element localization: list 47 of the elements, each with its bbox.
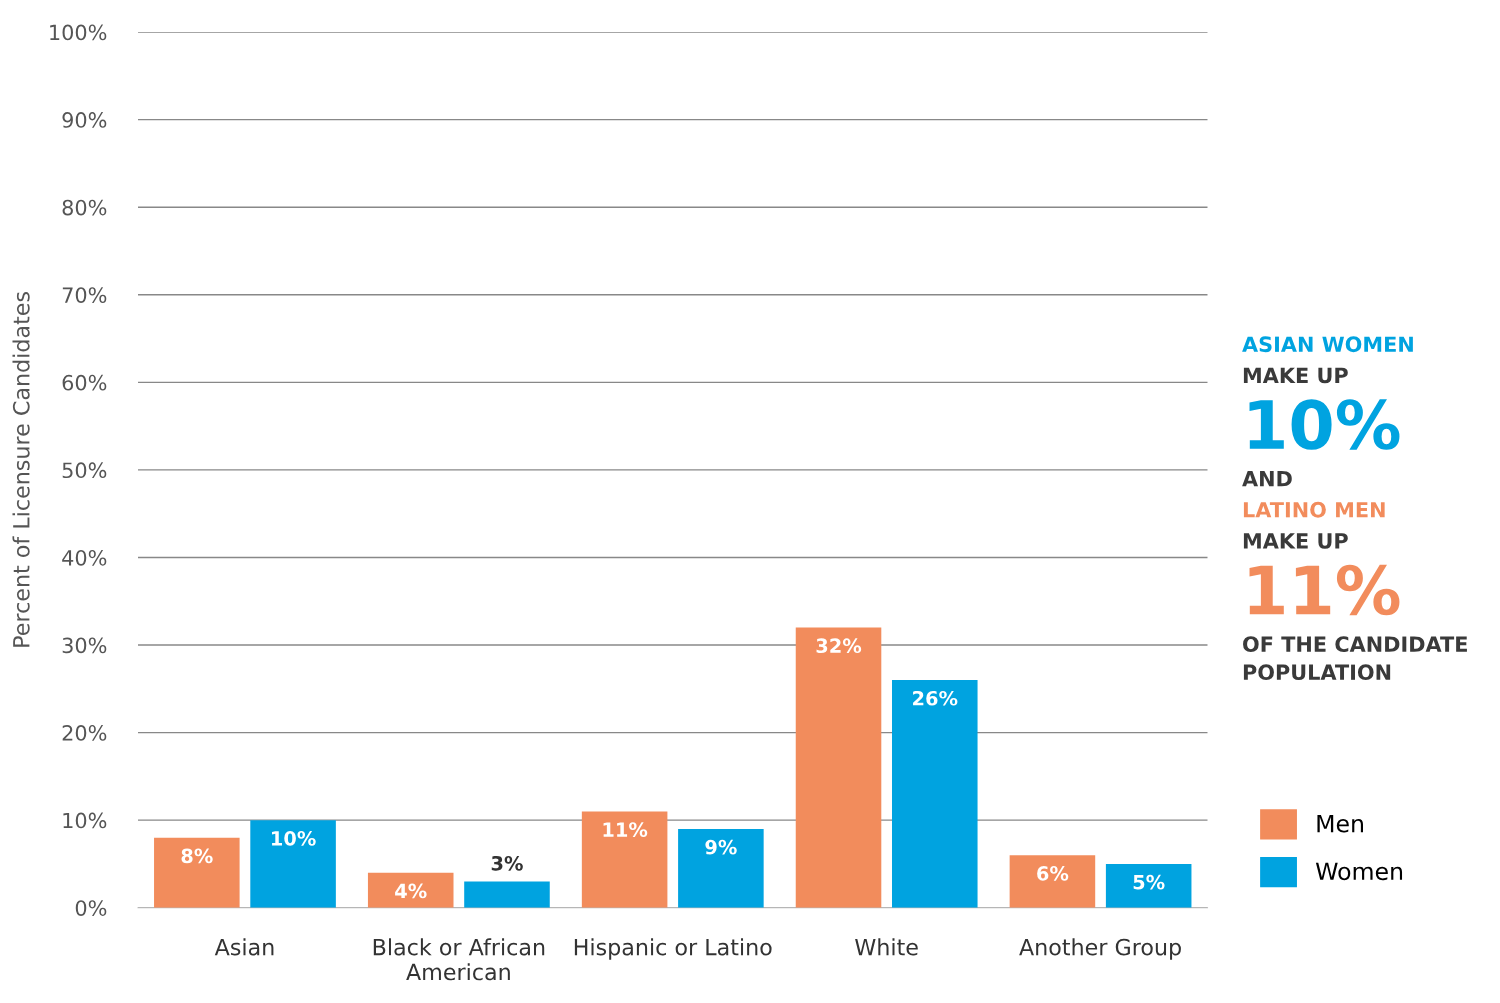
y-tick-label: 30% bbox=[62, 637, 107, 654]
data-label: 32% bbox=[816, 638, 862, 654]
data-label: 8% bbox=[181, 848, 213, 864]
y-tick-label: 40% bbox=[62, 549, 107, 566]
text: MAKE UP bbox=[1243, 533, 1348, 549]
text: AND bbox=[1242, 471, 1292, 487]
bar bbox=[581, 811, 668, 908]
y-tick-label: 50% bbox=[62, 462, 107, 479]
data-label: 10% bbox=[272, 831, 316, 846]
y-axis-title: Percent of Licensure Candidates bbox=[12, 292, 30, 647]
text: ASIAN WOMEN bbox=[1242, 336, 1413, 353]
bar bbox=[892, 680, 978, 908]
bar bbox=[250, 820, 336, 908]
text: LATINO MEN bbox=[1243, 501, 1385, 518]
legend-label: Men bbox=[1317, 814, 1363, 833]
data-label: 5% bbox=[1133, 874, 1165, 890]
y-tick-label: 90% bbox=[62, 112, 107, 128]
x-tick-label: Hispanic or Latino bbox=[574, 938, 772, 960]
bar bbox=[678, 828, 764, 908]
bar bbox=[795, 627, 882, 908]
bar bbox=[154, 837, 240, 908]
y-tick-label: 100% bbox=[50, 24, 107, 41]
x-tick-label: Black or African American bbox=[373, 938, 545, 981]
y-tick-label: 10% bbox=[63, 812, 107, 829]
text: MAKE UP bbox=[1243, 367, 1348, 384]
data-label: 9% bbox=[705, 839, 737, 855]
y-tick-label: 20% bbox=[62, 725, 107, 741]
text: 11% bbox=[1249, 564, 1400, 616]
bar bbox=[464, 881, 550, 908]
y-tick-label: 0% bbox=[75, 900, 107, 916]
x-tick-label: Asian bbox=[214, 938, 274, 956]
x-tick-label: Another Group bbox=[1019, 938, 1181, 960]
data-label: 3% bbox=[491, 855, 523, 871]
x-tick-label: White bbox=[855, 938, 918, 956]
data-label: 26% bbox=[913, 690, 958, 706]
data-label: 11% bbox=[603, 822, 648, 837]
text: OF THE CANDIDATE POPULATION bbox=[1243, 636, 1467, 681]
y-tick-label: 70% bbox=[62, 287, 107, 303]
bar bbox=[1105, 863, 1192, 908]
legend-label: Women bbox=[1315, 862, 1403, 881]
data-label: 6% bbox=[1037, 866, 1069, 881]
bar bbox=[1009, 855, 1096, 908]
text: 10% bbox=[1249, 399, 1400, 450]
y-tick-label: 60% bbox=[62, 374, 107, 391]
y-tick-label: 80% bbox=[62, 199, 107, 216]
data-label: 4% bbox=[395, 883, 427, 899]
bar bbox=[367, 872, 454, 908]
